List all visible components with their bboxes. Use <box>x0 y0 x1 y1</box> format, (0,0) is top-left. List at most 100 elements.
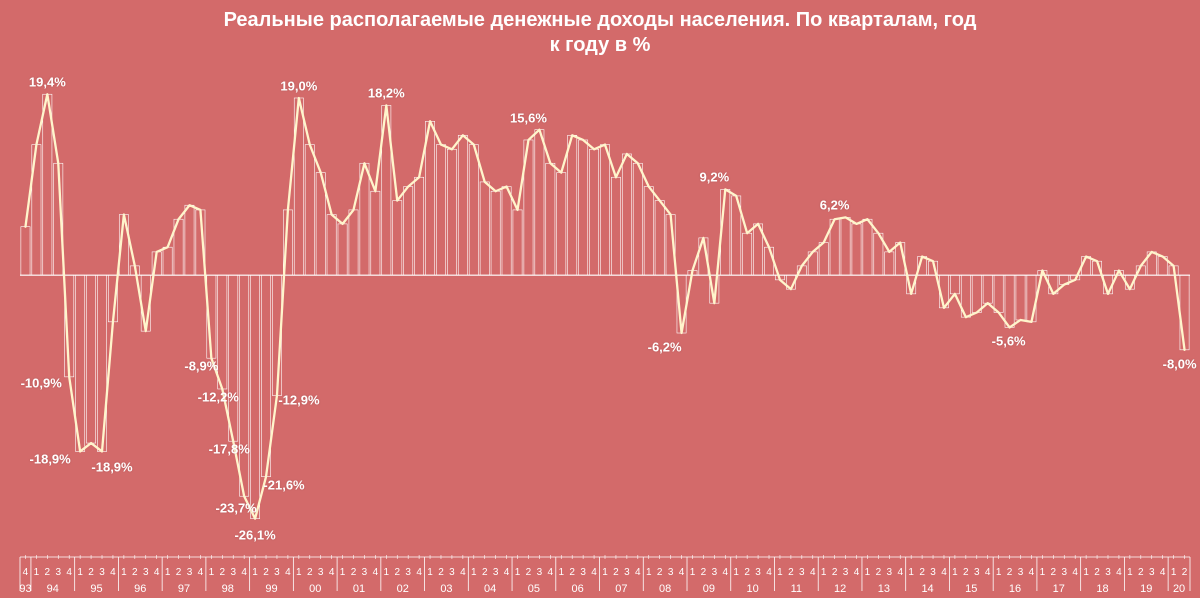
data-label: -18,9% <box>91 460 132 475</box>
bar <box>579 140 588 275</box>
x-tick-quarter: 2 <box>307 567 313 578</box>
x-tick-year: 97 <box>178 583 190 595</box>
bar <box>436 145 445 276</box>
x-tick-quarter: 3 <box>799 567 805 578</box>
bar <box>819 243 828 276</box>
x-tick-quarter: 2 <box>919 567 925 578</box>
x-tick-quarter: 2 <box>1051 567 1057 578</box>
bar <box>229 275 238 441</box>
x-tick-quarter: 2 <box>832 567 838 578</box>
x-tick-quarter: 1 <box>427 567 433 578</box>
bar <box>611 177 620 275</box>
x-tick-quarter: 1 <box>733 567 739 578</box>
x-tick-quarter: 3 <box>930 567 936 578</box>
data-label: 19,0% <box>280 78 317 93</box>
x-tick-quarter: 2 <box>657 567 663 578</box>
bar <box>994 275 1003 312</box>
x-tick-year: 99 <box>265 583 277 595</box>
x-tick-quarter: 4 <box>854 567 860 578</box>
data-label: -12,2% <box>198 389 239 404</box>
x-tick-quarter: 3 <box>755 567 761 578</box>
x-tick-quarter: 2 <box>701 567 707 578</box>
x-tick-quarter: 2 <box>1094 567 1100 578</box>
bar <box>371 191 380 275</box>
x-tick-year: 13 <box>878 583 890 595</box>
x-tick-quarter: 3 <box>274 567 280 578</box>
x-tick-year: 95 <box>90 583 102 595</box>
x-tick-quarter: 4 <box>1072 567 1078 578</box>
x-tick-quarter: 1 <box>1040 567 1046 578</box>
x-tick-quarter: 2 <box>1007 567 1013 578</box>
bar <box>972 275 981 312</box>
x-tick-quarter: 3 <box>974 567 980 578</box>
bar <box>841 217 850 275</box>
x-tick-quarter: 3 <box>668 567 674 578</box>
x-tick-quarter: 4 <box>635 567 641 578</box>
x-tick-quarter: 3 <box>230 567 236 578</box>
x-tick-quarter: 1 <box>515 567 521 578</box>
bar <box>644 187 653 276</box>
x-tick-quarter: 1 <box>996 567 1002 578</box>
bar <box>469 145 478 276</box>
data-label: -8,9% <box>184 359 218 374</box>
x-tick-quarter: 3 <box>449 567 455 578</box>
x-tick-year: 09 <box>703 583 715 595</box>
x-tick-quarter: 2 <box>526 567 532 578</box>
x-tick-quarter: 2 <box>45 567 51 578</box>
x-tick-quarter: 2 <box>438 567 444 578</box>
data-label: -10,9% <box>21 375 62 390</box>
x-tick-quarter: 1 <box>121 567 127 578</box>
x-tick-quarter: 1 <box>384 567 390 578</box>
bar <box>557 173 566 276</box>
bar <box>21 227 30 276</box>
x-tick-quarter: 2 <box>176 567 182 578</box>
x-tick-year: 12 <box>834 583 846 595</box>
x-tick-year: 01 <box>353 583 365 595</box>
x-tick-quarter: 3 <box>624 567 630 578</box>
data-label: -21,6% <box>263 477 304 492</box>
x-tick-quarter: 3 <box>712 567 718 578</box>
bar <box>1005 275 1014 327</box>
x-tick-year: 18 <box>1096 583 1108 595</box>
bar <box>305 145 314 276</box>
x-tick-quarter: 1 <box>252 567 258 578</box>
x-tick-quarter: 3 <box>580 567 586 578</box>
bar <box>185 205 194 275</box>
bar <box>600 145 609 276</box>
bar <box>393 201 402 276</box>
x-tick-quarter: 1 <box>1127 567 1133 578</box>
chart-title: Реальные располагаемые денежные доходы н… <box>0 8 1200 58</box>
bar <box>513 210 522 275</box>
x-tick-year: 03 <box>440 583 452 595</box>
bar <box>349 210 358 275</box>
bar <box>163 247 172 275</box>
bar <box>852 224 861 275</box>
x-tick-quarter: 1 <box>821 567 827 578</box>
x-tick-year: 08 <box>659 583 671 595</box>
x-tick-quarter: 2 <box>788 567 794 578</box>
x-tick-quarter: 4 <box>154 567 160 578</box>
bars-group <box>21 94 1189 518</box>
bar <box>447 149 456 275</box>
data-label: -8,0% <box>1163 356 1197 371</box>
x-tick-quarter: 2 <box>132 567 138 578</box>
x-tick-quarter: 4 <box>110 567 116 578</box>
bar <box>885 252 894 275</box>
x-tick-quarter: 3 <box>1105 567 1111 578</box>
bar <box>535 130 544 276</box>
bar <box>863 219 872 275</box>
bar <box>568 135 577 275</box>
x-tick-quarter: 1 <box>777 567 783 578</box>
x-tick-quarter: 1 <box>77 567 83 578</box>
data-label: 9,2% <box>700 170 730 185</box>
x-tick-quarter: 4 <box>722 567 728 578</box>
x-tick-quarter: 3 <box>187 567 193 578</box>
bar <box>1027 275 1036 322</box>
x-tick-quarter: 1 <box>908 567 914 578</box>
x-tick-quarter: 1 <box>602 567 608 578</box>
x-tick-quarter: 3 <box>493 567 499 578</box>
x-tick-quarter: 3 <box>843 567 849 578</box>
x-tick-quarter: 4 <box>1116 567 1122 578</box>
bar <box>546 163 555 275</box>
x-tick-year: 93 <box>19 583 31 595</box>
